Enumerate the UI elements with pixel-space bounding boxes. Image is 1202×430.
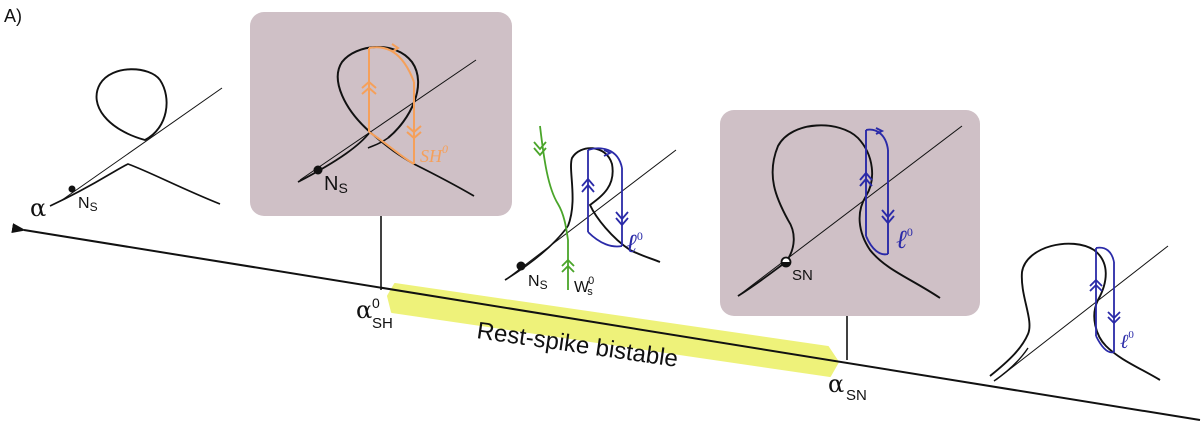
svg-text:0: 0 bbox=[372, 295, 380, 311]
limit-cycle-l0-s3 bbox=[581, 147, 629, 248]
sh-bifurcation-label: α 0 SH bbox=[356, 295, 393, 332]
limit-cycle-l0-s5 bbox=[1089, 246, 1121, 354]
sn-bifurcation-label: α SN bbox=[828, 370, 867, 404]
svg-text:SN: SN bbox=[846, 387, 867, 404]
manifold-ws-label: W0 s bbox=[574, 275, 594, 298]
svg-text:α: α bbox=[828, 370, 844, 398]
snapshot-3 bbox=[504, 125, 677, 290]
snapshot-1 bbox=[49, 68, 223, 207]
saddle-node-label: SN bbox=[792, 267, 813, 284]
limit-cycle-l0-s4 bbox=[859, 127, 895, 256]
snapshot-panel-sn bbox=[720, 110, 980, 316]
stable-manifold-ws bbox=[533, 125, 575, 290]
svg-text:α: α bbox=[356, 296, 372, 324]
cycle-l0-label-s4: ℓ0 bbox=[896, 225, 913, 254]
axis-alpha-label: α bbox=[30, 194, 46, 222]
svg-text:SH: SH bbox=[372, 315, 393, 332]
snapshot-4 bbox=[737, 124, 963, 299]
cycle-l0-label-s3: ℓ0 bbox=[626, 229, 643, 258]
parameter-axis bbox=[11, 223, 1201, 421]
node-ns-label-3: NS bbox=[528, 273, 548, 292]
homoclinic-orbit-sh bbox=[361, 43, 422, 165]
snapshot-5 bbox=[989, 242, 1169, 382]
snapshot-2 bbox=[297, 43, 477, 197]
snapshot-panel-sh bbox=[250, 12, 512, 216]
node-ns-label-2: NS bbox=[324, 173, 348, 196]
orbit-sh-label: SH0 bbox=[420, 142, 448, 166]
cycle-l0-label-s5: ℓ0 bbox=[1120, 329, 1134, 353]
panel-label: A) bbox=[4, 6, 22, 26]
node-ns-label-1: NS bbox=[78, 195, 98, 214]
